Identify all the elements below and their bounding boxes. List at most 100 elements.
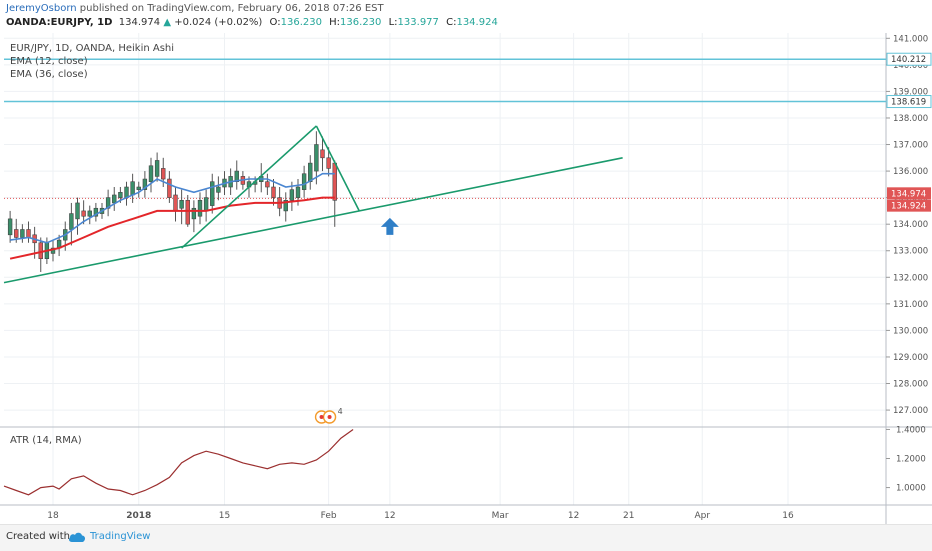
current-price-tag	[887, 199, 931, 212]
candle-body	[332, 162, 337, 201]
time-tick-label: 18	[47, 511, 59, 521]
price-tick-label: 133.000	[893, 247, 928, 257]
ema-lines	[9, 172, 335, 260]
chart-area[interactable]: 4 127.000 128.000 129.000 130.000 131.000 132…	[0, 33, 932, 524]
candle-body	[289, 189, 295, 201]
tradingview-cloud-icon	[68, 532, 86, 542]
arrow-up-icon	[380, 217, 399, 235]
ema12-line	[9, 172, 335, 244]
price-tick-label: 130.000	[893, 326, 928, 336]
horizontal-levels[interactable]	[4, 58, 886, 199]
candle-body	[295, 186, 301, 198]
level-price-tag	[886, 95, 932, 109]
price-tick-label: 140.000	[893, 61, 928, 71]
time-tick-label: Feb	[321, 511, 337, 521]
candle-body	[283, 199, 288, 212]
legend-ema12: EMA (12, close)	[10, 56, 88, 67]
price-change: +0.024 (+0.02%)	[174, 17, 263, 28]
atr-line	[3, 429, 354, 496]
candle-body	[93, 207, 99, 217]
atr-tick-label: 1.0000	[896, 484, 926, 494]
ohlc-line: OANDA:EURJPY, 1D 134.974 ▲ +0.024 (+0.02…	[6, 17, 498, 28]
candle-body	[75, 202, 80, 220]
atr-tick-label: 1.2000	[896, 455, 926, 465]
low-label: L:	[388, 17, 398, 28]
candle-body	[81, 210, 86, 217]
time-tick-label: 15	[219, 511, 230, 521]
price-tick-label: 132.000	[893, 273, 928, 283]
close-value: 134.924	[456, 17, 498, 28]
price-tick-label: 141.000	[893, 34, 928, 44]
price-tick-label: 129.000	[893, 353, 928, 363]
author-link[interactable]: JeremyOsborn	[6, 3, 77, 14]
candle-body	[271, 186, 276, 198]
last-price: 134.974	[118, 17, 161, 28]
time-tick-label: 2018	[126, 511, 151, 521]
current-price-tag	[887, 187, 931, 200]
tradingview-brand[interactable]: TradingView	[90, 531, 151, 542]
price-tick-label: 134.000	[893, 220, 928, 230]
candle-body	[26, 229, 31, 238]
price-tick-label: 127.000	[893, 406, 928, 416]
level-price-tag	[886, 52, 932, 66]
candle-body	[173, 194, 178, 212]
atr-tick-label: 1.4000	[896, 425, 926, 435]
high-label: H:	[329, 17, 341, 28]
candle-body	[142, 178, 148, 190]
trendlines[interactable]: 4	[3, 125, 623, 424]
candle-body	[179, 199, 184, 209]
candle-body	[87, 210, 92, 217]
candle-body	[167, 178, 172, 198]
candle-body	[185, 199, 190, 225]
event-count: 4	[338, 407, 343, 416]
low-value: 133.977	[397, 17, 439, 28]
symbol-label: OANDA:EURJPY, 1D	[6, 17, 113, 28]
grid	[0, 33, 932, 524]
level-price-label: 140.212	[891, 55, 926, 65]
footer: Created with TradingView	[0, 524, 932, 551]
event-dot	[327, 415, 332, 419]
candle-body	[130, 181, 135, 196]
legend-title: EUR/JPY, 1D, OANDA, Heikin Ashi	[10, 43, 175, 54]
candle-body	[14, 229, 19, 238]
candle-body	[154, 160, 160, 177]
candle-body	[320, 149, 325, 159]
candle-body	[20, 229, 25, 238]
candle-body	[136, 186, 141, 190]
publish-info: JeremyOsborn published on TradingView.co…	[6, 3, 384, 14]
legend-atr: ATR (14, RMA)	[10, 435, 82, 446]
time-tick-label: 12	[568, 511, 579, 521]
price-tick-label: 137.000	[893, 141, 928, 151]
atr-pane	[3, 429, 354, 496]
candle-body	[326, 157, 331, 169]
candle-body	[314, 144, 319, 172]
price-tick-label: 131.000	[893, 300, 928, 310]
time-tick-label: Mar	[492, 511, 509, 521]
candle-body	[301, 173, 307, 190]
time-tick-label: 16	[782, 511, 794, 521]
price-tick-label: 128.000	[893, 380, 928, 390]
current-price-label: 134.924	[891, 202, 926, 212]
candle-body	[161, 168, 166, 180]
trendline	[315, 125, 360, 212]
candle-body	[265, 181, 270, 188]
close-label: C:	[446, 17, 457, 28]
candle-body	[210, 181, 215, 206]
candle-body	[38, 242, 43, 260]
price-tick-label: 138.000	[893, 114, 928, 124]
ema36-line	[9, 196, 335, 260]
open-label: O:	[269, 17, 281, 28]
candle-body	[191, 207, 197, 220]
axes: 127.000 128.000 129.000 130.000 131.000 132.0…	[47, 34, 932, 521]
high-value: 136.230	[340, 17, 382, 28]
candle-body	[69, 213, 74, 230]
published-text: published on TradingView.com, February 0…	[76, 3, 384, 14]
candle-body	[308, 162, 313, 183]
created-with-text: Created with	[6, 531, 70, 542]
open-value: 136.230	[280, 17, 322, 28]
candle-body	[216, 186, 221, 193]
candle-body	[148, 165, 154, 183]
candle-body	[203, 197, 209, 212]
time-tick-label: Apr	[694, 511, 710, 521]
legend-ema36: EMA (36, close)	[10, 69, 88, 80]
